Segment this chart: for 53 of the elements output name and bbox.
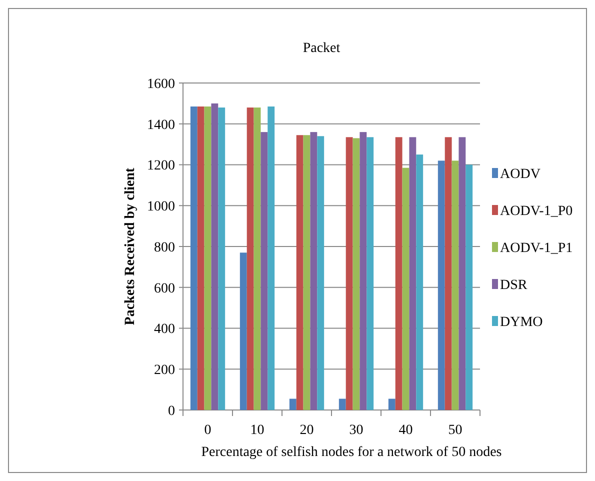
- x-tick-label: 40: [398, 423, 413, 438]
- legend-label: DYMO: [500, 314, 543, 330]
- legend-label: AODV: [500, 166, 540, 182]
- bar: [268, 106, 275, 410]
- bar: [317, 136, 324, 410]
- y-tick-label: 1400: [147, 118, 175, 133]
- bar: [303, 135, 310, 410]
- bar: [458, 137, 466, 410]
- bar: [402, 168, 410, 410]
- x-tick-label: 50: [448, 423, 462, 438]
- bar: [310, 132, 318, 410]
- bar: [346, 137, 353, 410]
- bar: [296, 135, 304, 410]
- bar: [360, 132, 367, 410]
- y-tick-label: 0: [168, 404, 175, 419]
- bar: [190, 106, 198, 410]
- y-tick-label: 600: [154, 281, 175, 296]
- y-tick-label: 1600: [147, 76, 175, 92]
- x-tick-label: 0: [204, 423, 212, 438]
- y-axis-title: Packets Received by client: [123, 167, 138, 326]
- bar: [197, 106, 204, 410]
- x-tick-label: 10: [250, 423, 264, 438]
- x-axis-title: Percentage of selfish nodes for a network of 50 nodes: [201, 445, 502, 460]
- legend-label: DSR: [500, 278, 528, 293]
- chart-title: Packet: [302, 41, 340, 56]
- y-tick-label: 200: [154, 363, 175, 378]
- bar: [409, 137, 416, 410]
- bar: [352, 138, 360, 410]
- bar: [218, 108, 226, 410]
- legend-label: AODV-1_P0: [500, 204, 573, 219]
- legend-label: AODV-1_P1: [500, 240, 573, 256]
- bar: [246, 108, 254, 410]
- bar: [452, 160, 459, 410]
- y-tick-label: 800: [154, 240, 175, 256]
- bar: [240, 252, 247, 410]
- bar: [204, 106, 212, 410]
- x-tick-label: 20: [300, 423, 314, 438]
- bar: [211, 103, 218, 410]
- bar: [466, 164, 473, 410]
- bar: [338, 398, 346, 410]
- bar: [366, 137, 374, 410]
- bar: [260, 132, 268, 410]
- x-tick-label: 30: [349, 423, 364, 438]
- bar: [438, 160, 445, 410]
- y-tick-label: 400: [154, 322, 175, 338]
- bar: [444, 137, 452, 410]
- y-tick-label: 1200: [147, 158, 175, 174]
- bar: [289, 398, 296, 410]
- bar: [395, 137, 402, 410]
- y-tick-label: 1000: [147, 200, 175, 215]
- bar: [416, 154, 424, 410]
- bar: [388, 398, 396, 410]
- bar: [254, 108, 261, 410]
